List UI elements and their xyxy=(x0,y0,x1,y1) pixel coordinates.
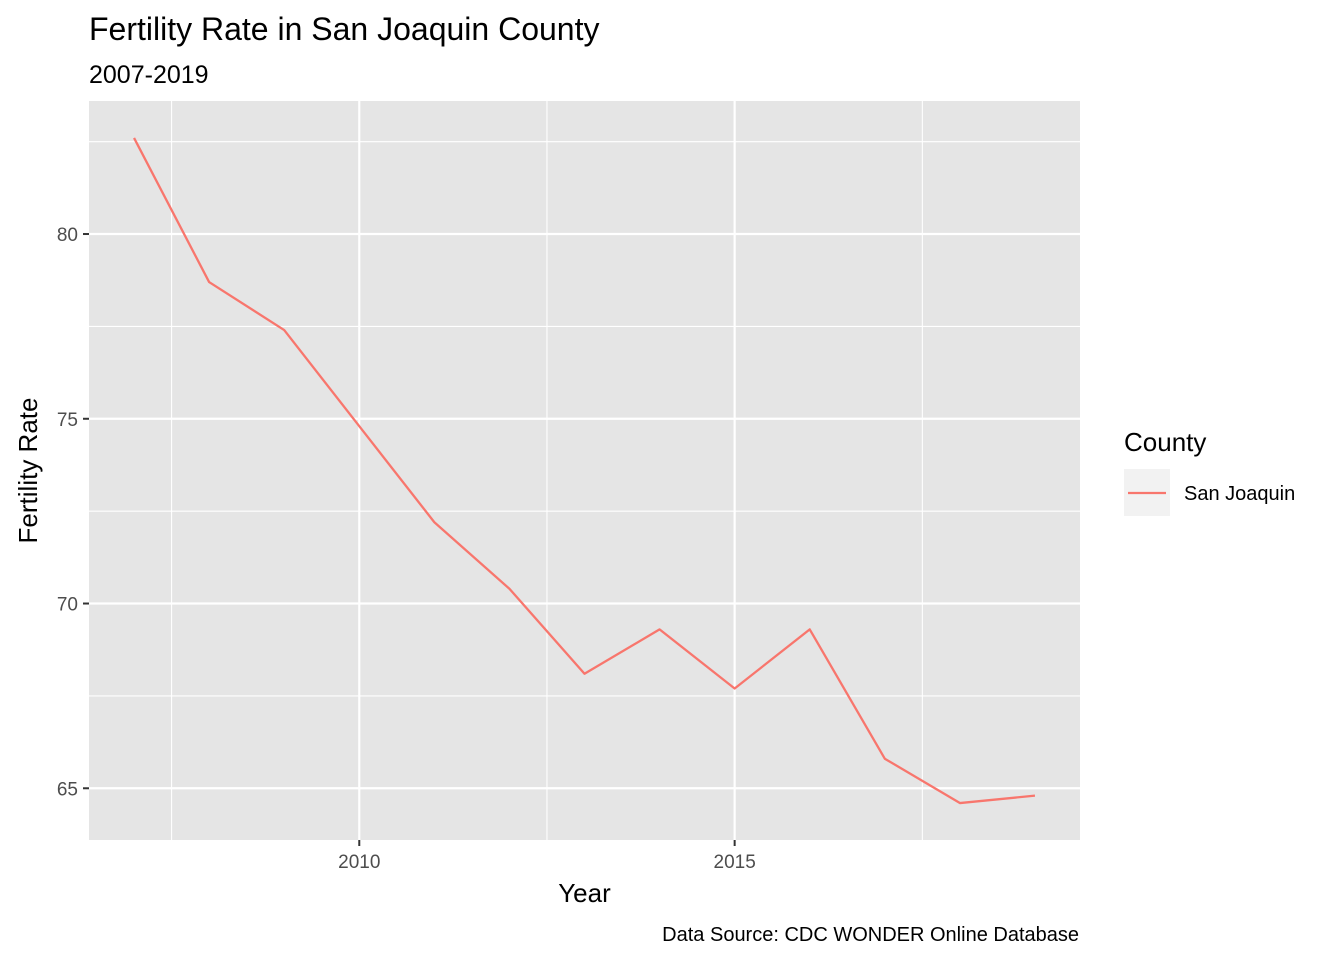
y-tick-label: 75 xyxy=(57,410,78,431)
major-gridlines xyxy=(89,101,1080,840)
y-axis-title: Fertility Rate xyxy=(13,398,43,544)
axis-ticks xyxy=(83,233,736,846)
series-line-san-joaquin xyxy=(133,137,1036,805)
y-tick-label: 65 xyxy=(57,779,78,800)
chart-title: Fertility Rate in San Joaquin County xyxy=(89,11,599,47)
x-tick-label: 2010 xyxy=(338,852,380,873)
y-tick-label: 70 xyxy=(57,595,78,616)
legend: County San Joaquin xyxy=(1124,427,1295,516)
minor-gridlines xyxy=(89,101,1080,840)
data-source-caption: Data Source: CDC WONDER Online Database xyxy=(662,924,1079,946)
chart-subtitle: 2007-2019 xyxy=(89,61,209,89)
legend-label-san-joaquin: San Joaquin xyxy=(1184,483,1295,505)
legend-title: County xyxy=(1124,427,1206,457)
plot-panel xyxy=(89,101,1080,840)
x-axis-title: Year xyxy=(558,878,611,908)
tick-labels: 2010 2015 65 70 75 80 xyxy=(57,225,756,873)
y-tick-label: 80 xyxy=(57,225,78,246)
x-tick-label: 2015 xyxy=(714,852,756,873)
series-layer xyxy=(133,137,1036,805)
